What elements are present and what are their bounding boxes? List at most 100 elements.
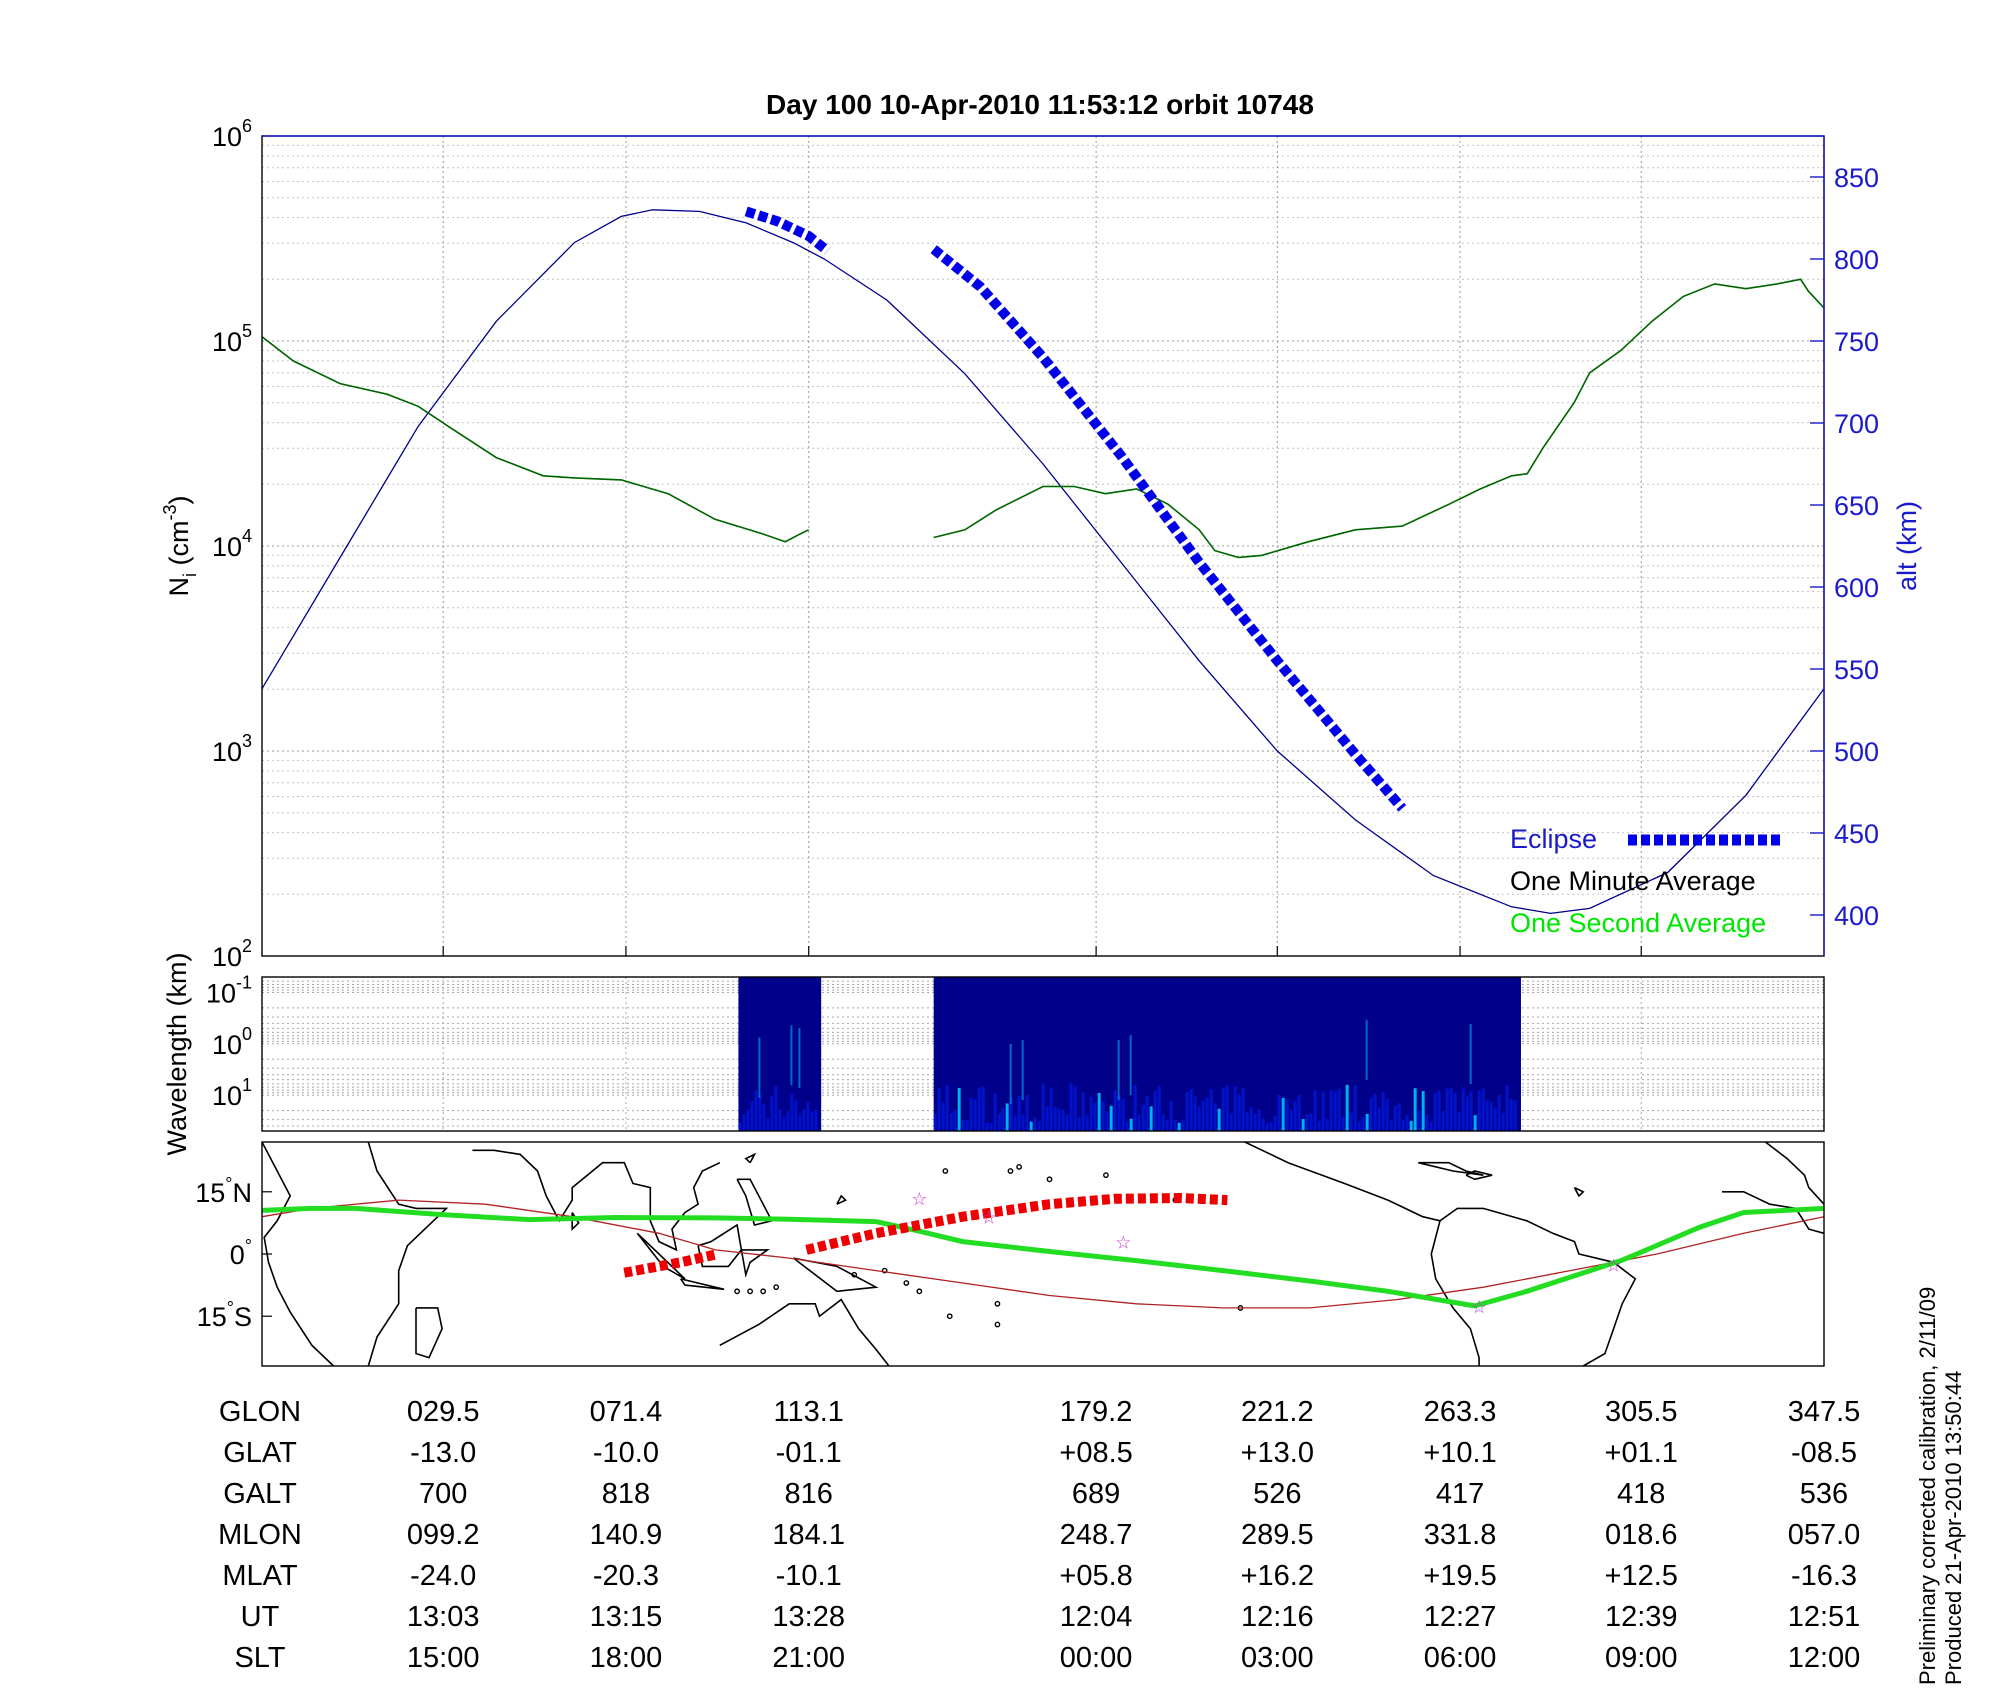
table-cell: +19.5 <box>1423 1560 1497 1592</box>
star-marker: ☆ <box>1115 1233 1131 1253</box>
coastline <box>1573 1186 1585 1198</box>
table-cell: +13.0 <box>1240 1437 1314 1469</box>
spectrogram-column <box>1021 1114 1025 1131</box>
table-cell: -24.0 <box>410 1560 477 1592</box>
coastline <box>744 1152 757 1164</box>
spectrogram-column <box>937 1088 941 1131</box>
spectrogram-column <box>1421 1091 1425 1131</box>
coastline <box>793 1257 879 1293</box>
spectrogram-column <box>997 1113 1001 1131</box>
footer-calibration: Preliminary corrected calibration, 2/11/… <box>1915 1286 1940 1685</box>
table-row: MLON 099.2 140.9 184.1 248.7 289.5 331.8 018.6 0… <box>0 1515 2000 1555</box>
spectrogram-column <box>1229 1113 1233 1131</box>
spectrogram-column <box>786 1111 790 1131</box>
spectrogram-column <box>1053 1106 1057 1131</box>
eclipse-marker <box>930 245 1407 812</box>
table-cell: +16.2 <box>1240 1560 1314 1592</box>
spectrogram-column <box>1065 1115 1069 1131</box>
spectrogram-column <box>1413 1088 1417 1131</box>
spectrogram-streak <box>1021 1040 1024 1101</box>
table-row-label: GALT <box>223 1478 297 1510</box>
eclipse-marker <box>744 206 831 255</box>
table-cell: 09:00 <box>1604 1642 1678 1674</box>
spectrogram-column <box>1309 1114 1313 1131</box>
spectrogram-column <box>1405 1114 1409 1131</box>
map-frame <box>261 1141 1825 1367</box>
legend-one-second-average: One Second Average <box>1510 908 1766 938</box>
star-marker: ☆ <box>1471 1297 1487 1317</box>
altitude-tick-label: 700 <box>1834 409 1879 439</box>
spectrogram-column <box>933 1113 937 1131</box>
table-cell: 289.5 <box>1241 1519 1314 1551</box>
spectrogram-column <box>806 1102 810 1131</box>
density-axis-label: Ni (cm-3) <box>160 496 200 597</box>
spectrogram-column <box>969 1097 973 1131</box>
spectrogram-column <box>1017 1095 1021 1131</box>
wavelength-axis-label: Wavelength (km) <box>162 952 192 1155</box>
island <box>994 1300 1001 1307</box>
spectrogram-column <box>1109 1105 1113 1131</box>
spectrogram-column <box>770 1095 774 1131</box>
table-cell: 331.8 <box>1423 1519 1497 1551</box>
table-cell: 140.9 <box>589 1519 663 1551</box>
spectrogram-column <box>1353 1084 1357 1131</box>
spectrogram-column <box>973 1099 977 1131</box>
spectrogram-column <box>1497 1094 1501 1131</box>
table-cell: 347.5 <box>1787 1396 1861 1428</box>
table-cell: 248.7 <box>1059 1519 1133 1551</box>
table-cell: 179.2 <box>1059 1396 1133 1428</box>
spectrogram-column <box>1501 1112 1505 1131</box>
table-cell: 099.2 <box>406 1519 480 1551</box>
table-cell: 13:28 <box>772 1601 845 1633</box>
altitude-tick-label: 750 <box>1834 327 1879 357</box>
coastline <box>1465 1170 1493 1181</box>
star-marker: ☆ <box>981 1208 997 1228</box>
altitude-tick-label: 550 <box>1834 655 1879 685</box>
spectrogram-column <box>941 1102 945 1131</box>
spectrogram-column <box>1401 1119 1405 1131</box>
spectrogram-column <box>1321 1091 1325 1131</box>
table-cell: 700 <box>418 1478 468 1510</box>
spectrogram-column <box>1485 1100 1489 1131</box>
spectrogram-column <box>1169 1100 1173 1131</box>
table-cell: +05.8 <box>1059 1560 1133 1592</box>
spectrogram-column <box>1341 1116 1345 1131</box>
spectrogram-column <box>1325 1118 1329 1131</box>
spectrogram-column <box>1277 1095 1281 1131</box>
island <box>747 1288 754 1295</box>
density-tick-label: 104 <box>212 526 252 562</box>
wavelength-tick-labels: 10-1 100 101 <box>206 972 252 1111</box>
spectrogram-column <box>1121 1098 1125 1131</box>
island <box>994 1321 1001 1328</box>
altitude-tick-label: 850 <box>1834 163 1879 193</box>
table-cell: 00:00 <box>1059 1642 1133 1674</box>
density-tick-label: 102 <box>212 936 252 972</box>
spectrogram-column <box>1153 1090 1157 1131</box>
map-coastlines <box>261 1141 1825 1367</box>
one-second-average-line <box>933 278 1825 559</box>
legend-eclipse: Eclipse <box>1510 824 1597 854</box>
chart-title: Day 100 10-Apr-2010 11:53:12 orbit 10748 <box>766 89 1314 120</box>
table-cell: 029.5 <box>406 1396 480 1428</box>
latitude-tick-label: 15°S <box>197 1298 252 1332</box>
spectrogram-column <box>1317 1120 1321 1131</box>
spectrogram-column <box>1165 1119 1169 1131</box>
island <box>1103 1172 1109 1179</box>
table-cell: 071.4 <box>589 1396 663 1428</box>
spectrogram-column <box>1397 1103 1401 1131</box>
spectrogram-column <box>993 1093 997 1131</box>
spectrogram-column <box>1197 1106 1201 1131</box>
table-cell: +01.1 <box>1604 1437 1678 1469</box>
spectrogram <box>738 977 1521 1131</box>
spectrogram-column <box>961 1119 965 1131</box>
spectrogram-column <box>1437 1090 1441 1131</box>
spectrogram-column <box>1201 1100 1205 1131</box>
spectrogram-column <box>1445 1088 1449 1131</box>
density-tick-label: 106 <box>212 116 252 152</box>
latitude-tick-labels: 15°N 0° 15°S <box>195 1174 272 1332</box>
star-marker: ☆ <box>1605 1255 1621 1275</box>
coastline <box>740 1249 771 1278</box>
spectrogram-column <box>1465 1096 1469 1131</box>
spectrogram-column <box>1157 1085 1161 1131</box>
spectrogram-column <box>1113 1090 1117 1131</box>
